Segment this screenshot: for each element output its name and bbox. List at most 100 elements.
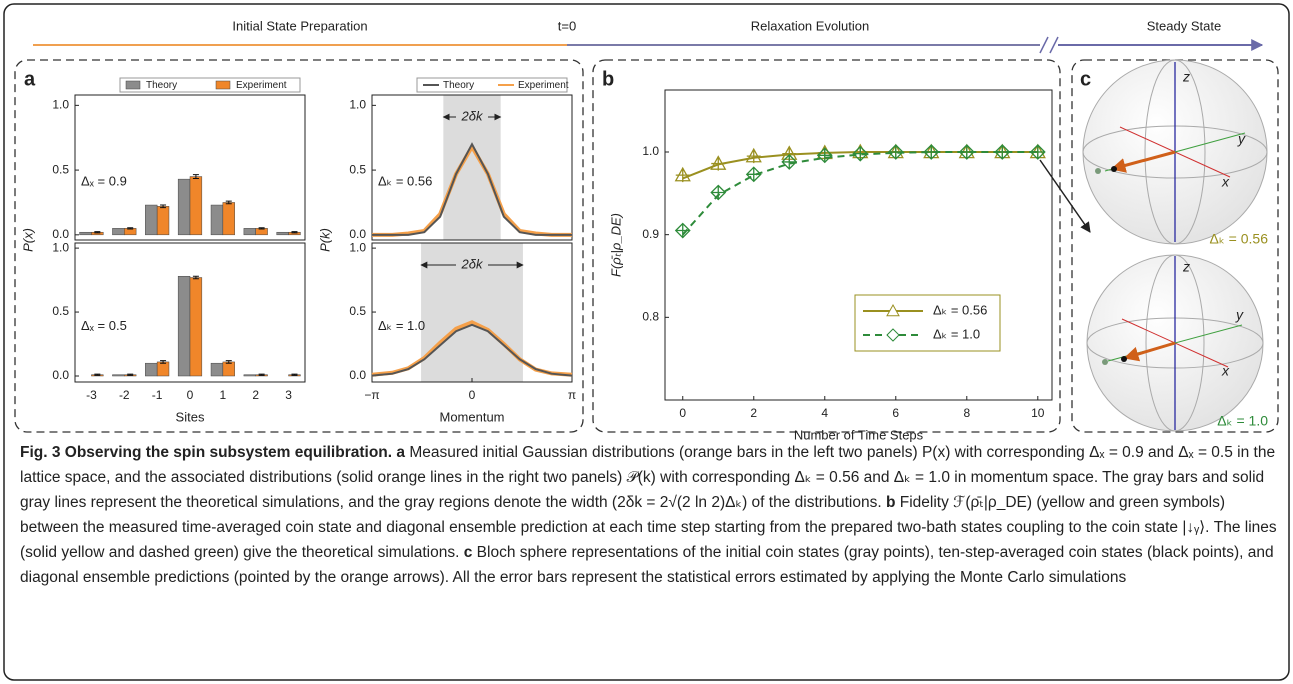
- error-bar: [94, 373, 101, 376]
- marker: [674, 166, 691, 183]
- bloch-sphere: [1086, 254, 1264, 432]
- error-bar: [291, 231, 298, 234]
- curve: [371, 323, 573, 377]
- bloch-sphere: [1082, 59, 1268, 245]
- axis-label: x: [1221, 174, 1230, 190]
- legend-label: Experiment: [518, 80, 569, 91]
- marker: [994, 144, 1011, 160]
- x-tick-label: 6: [892, 406, 899, 420]
- error-bar: [258, 227, 265, 230]
- bar: [222, 202, 235, 236]
- curve: [372, 142, 572, 237]
- marker: [710, 155, 727, 171]
- x-tick-label: 3: [285, 388, 292, 402]
- caption-text: Measured initial Gaussian distributions …: [20, 444, 1276, 511]
- legend-box: [416, 77, 568, 93]
- x-tick-label: 2: [252, 388, 259, 402]
- annotation: Δₓ = 0.5: [81, 318, 127, 333]
- y-axis-label: F(ρ̄ₜ|ρ_DE): [608, 213, 623, 277]
- y-tick-label: 0.5: [52, 162, 69, 176]
- bar: [210, 204, 224, 236]
- marker: [887, 144, 904, 160]
- bar: [243, 374, 256, 377]
- panel-frame: [14, 59, 584, 433]
- timeline-label: t=0: [558, 18, 576, 33]
- plot-frame: [74, 94, 306, 241]
- caption-letter: b: [885, 494, 896, 511]
- axis-label: x: [1221, 363, 1230, 379]
- marker: [745, 166, 762, 183]
- y-tick-label: 0.0: [349, 368, 366, 382]
- error-bar: [127, 227, 134, 230]
- bar: [112, 228, 125, 236]
- legend-label: Δₖ = 1.0: [933, 326, 980, 341]
- bar: [222, 361, 235, 377]
- bar: [189, 277, 203, 377]
- x-tick-label: 2: [750, 406, 757, 420]
- x-axis-label: Sites: [176, 409, 205, 424]
- x-tick-label: -3: [86, 388, 97, 402]
- axis-label: z: [1182, 69, 1190, 85]
- panel-letter: b: [602, 68, 614, 90]
- bar: [276, 231, 289, 236]
- y-tick-label: 0.0: [52, 227, 69, 241]
- caption-letter: a: [396, 444, 406, 461]
- panel-letter: a: [24, 68, 36, 90]
- legend-swatch: [125, 80, 141, 90]
- legend-label: Theory: [146, 80, 177, 91]
- error-bar: [160, 360, 167, 364]
- y-tick-label: 0.5: [349, 304, 366, 318]
- marker: [745, 147, 762, 164]
- x-tick-label: -2: [119, 388, 130, 402]
- plot-frame: [371, 94, 573, 241]
- legend-marker: [886, 303, 900, 317]
- pointer-arrow: [1039, 159, 1091, 233]
- x-tick-label: -1: [152, 388, 163, 402]
- width-label: 2δk: [461, 256, 484, 271]
- width-label: 2δk: [461, 108, 484, 123]
- marker: [781, 154, 798, 170]
- legend-box: [119, 77, 301, 93]
- error-bar: [160, 204, 167, 209]
- axis-label: y: [1237, 131, 1246, 147]
- x-tick-label: 0: [469, 388, 476, 402]
- x-tick-label: 0: [679, 406, 686, 420]
- legend-label: Theory: [443, 80, 474, 91]
- panel-frame: [592, 59, 1061, 433]
- bar: [145, 204, 158, 236]
- legend-box: [854, 294, 1001, 352]
- fit-line: [682, 151, 1038, 236]
- marker: [852, 145, 869, 162]
- caption-text: Bloch sphere representations of the init…: [20, 544, 1274, 586]
- outer-border: [3, 3, 1290, 681]
- y-tick-label: 0.9: [642, 227, 659, 241]
- legend-label: Δₖ = 0.56: [933, 302, 987, 317]
- width-region: [421, 243, 523, 382]
- bar: [112, 374, 125, 377]
- timeline-label: Relaxation Evolution: [751, 18, 870, 33]
- caption-title: Fig. 3 Observing the spin subsystem equi…: [20, 444, 393, 461]
- error-bar: [225, 360, 232, 364]
- y-tick-label: 1.0: [52, 240, 69, 254]
- plot-frame: [664, 89, 1053, 401]
- bar: [156, 361, 170, 377]
- marker: [1029, 144, 1046, 160]
- x-tick-label: 1: [220, 388, 227, 402]
- curve: [372, 142, 572, 236]
- caption-text: Fidelity ℱ(ρ̄ₜ|ρ_DE) (yellow and green s…: [20, 494, 1277, 561]
- bar: [189, 176, 203, 236]
- bar: [145, 362, 158, 377]
- caption-letter: c: [463, 544, 473, 561]
- error-bar: [258, 373, 265, 376]
- timeline-label: Steady State: [1147, 18, 1221, 33]
- annotation: Δₖ = 1.0: [378, 318, 425, 333]
- annotation: Δₓ = 0.9: [81, 173, 127, 188]
- legend-label: Experiment: [236, 80, 287, 91]
- marker: [674, 222, 691, 239]
- y-axis-label: P(x): [20, 228, 35, 252]
- bar: [79, 231, 92, 236]
- bar: [177, 178, 191, 236]
- x-tick-label: π: [568, 388, 576, 402]
- bar: [243, 228, 256, 236]
